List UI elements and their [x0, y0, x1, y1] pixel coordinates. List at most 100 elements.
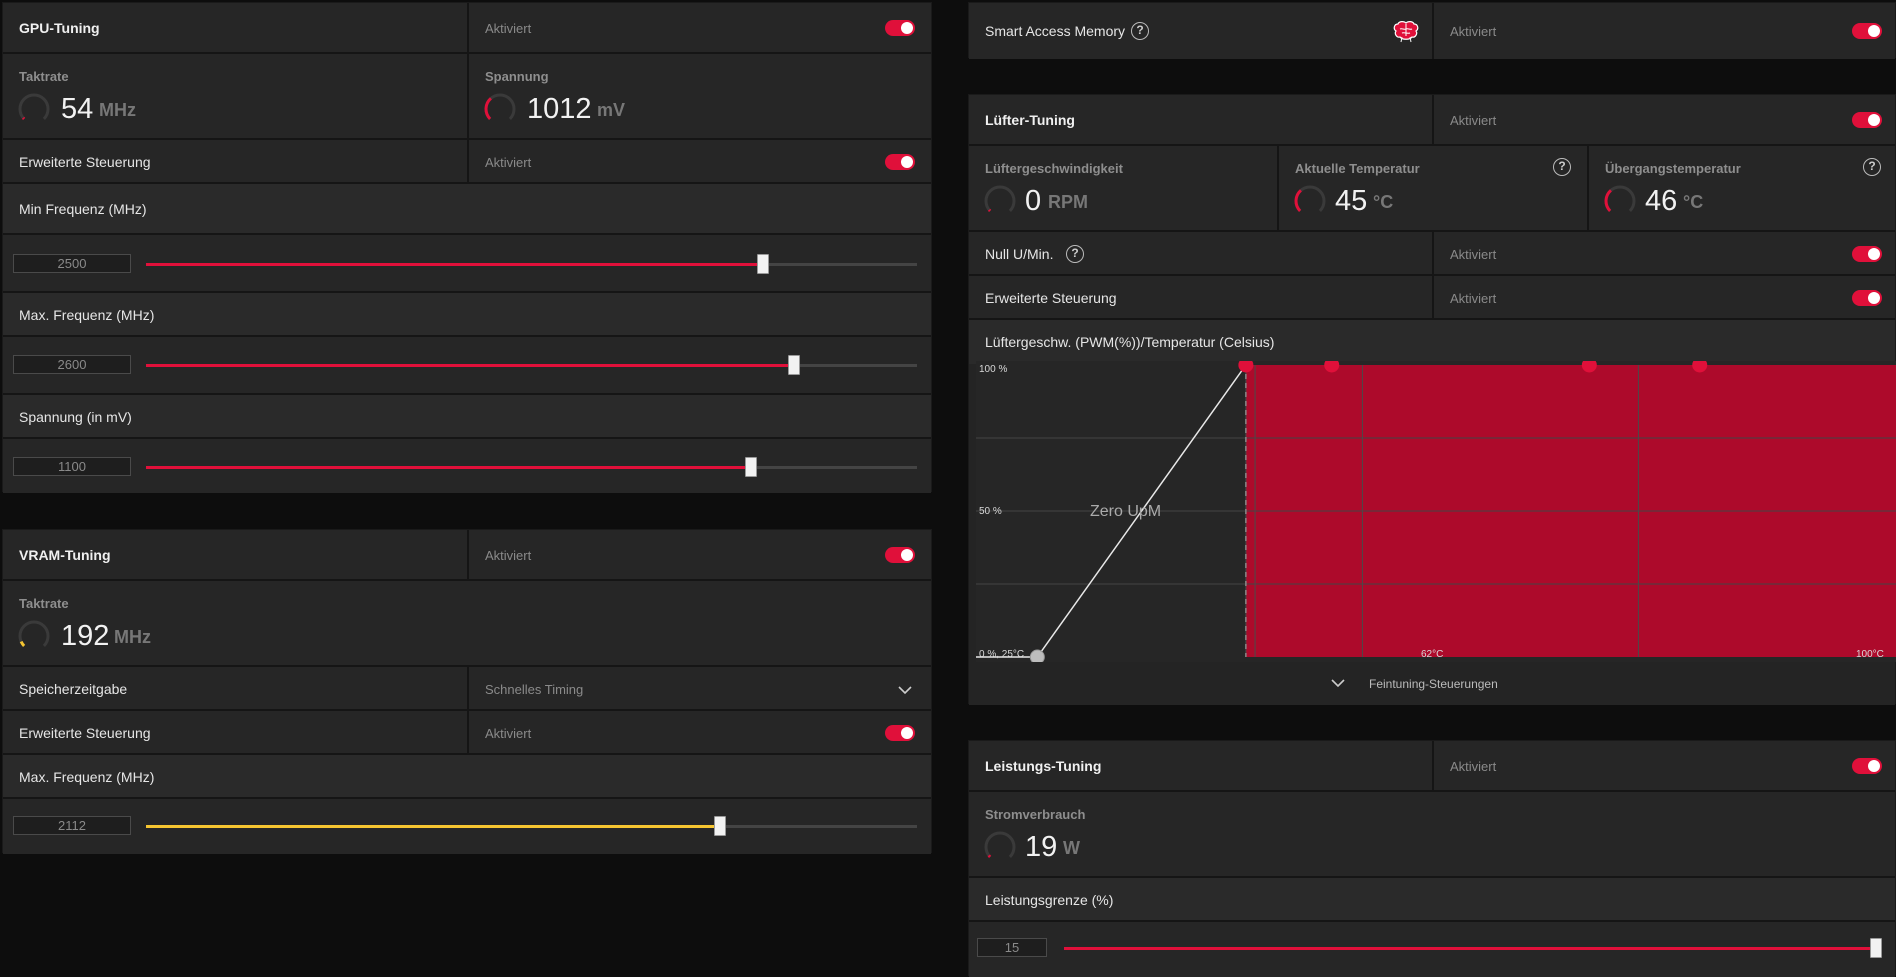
gpu-voltage-setting-thumb[interactable] [745, 457, 758, 477]
vram-timing-row: Speicherzeitgabe Schnelles Timing [3, 667, 931, 711]
power-limit-slider[interactable] [1064, 938, 1882, 958]
gpu-voltage-value: 1012 [527, 93, 592, 125]
fan-advanced-row: Erweiterte Steuerung Aktiviert [969, 276, 1895, 320]
power-tuning-toggle[interactable] [1852, 758, 1882, 774]
fan-curve-point[interactable] [1581, 361, 1597, 373]
x-tick-mid: 62°C [1421, 649, 1444, 660]
gpu-max-freq-thumb[interactable] [787, 355, 800, 375]
fine-tuning-label[interactable]: Feintuning-Steuerungen [1369, 677, 1498, 691]
fan-tuning-toggle[interactable] [1852, 112, 1882, 128]
vram-tuning-panel: VRAM-Tuning Aktiviert Taktrate 192 MHz S… [2, 529, 932, 854]
gauge-arc [984, 185, 1016, 212]
smart-access-memory-row: Smart Access Memory ? Aktiviert [969, 3, 1895, 59]
power-limit-thumb[interactable] [1870, 938, 1882, 958]
chevron-down-icon[interactable] [1331, 678, 1345, 688]
current-temp-gauge [1294, 185, 1326, 212]
fan-curve-point[interactable] [1238, 361, 1254, 373]
power-usage-unit: W [1063, 838, 1080, 858]
zero-rpm-toggle[interactable] [1852, 246, 1882, 262]
gauge-arc [18, 620, 50, 647]
vram-tuning-title: VRAM-Tuning [19, 547, 111, 563]
gpu-min-freq-slider-row: 2500 [3, 235, 931, 293]
fan-tuning-header: Lüfter-Tuning Aktiviert [969, 95, 1895, 146]
gpu-tuning-panel: GPU-Tuning Aktiviert Taktrate 54 MHz Spa… [2, 2, 932, 493]
gpu-voltage-setting-label-row: Spannung (in mV) [3, 395, 931, 439]
gauge-arc [987, 854, 992, 858]
vram-max-freq-label-row: Max. Frequenz (MHz) [3, 755, 931, 799]
vram-max-freq-slider[interactable] [146, 816, 917, 836]
current-temp-label: Aktuelle Temperatur [1295, 161, 1420, 176]
gpu-min-freq-label: Min Frequenz (MHz) [19, 201, 147, 217]
vram-advanced-status: Aktiviert [485, 726, 532, 741]
fan-tuning-panel: Lüfter-Tuning Aktiviert Lüftergeschwindi… [968, 94, 1896, 705]
vram-tuning-status: Aktiviert [485, 548, 532, 563]
fan-speed-value: 0 [1025, 185, 1042, 217]
fan-advanced-toggle[interactable] [1852, 290, 1882, 306]
power-tuning-panel: Leistungs-Tuning Aktiviert Stromverbrauc… [968, 740, 1896, 977]
vram-max-freq-input[interactable]: 2112 [13, 816, 131, 835]
fan-curve-point[interactable] [1324, 361, 1340, 373]
help-icon[interactable]: ? [1066, 245, 1084, 263]
gauge-arc [18, 93, 50, 120]
vram-clock-value: 192 [61, 620, 110, 652]
y-tick-50: 50 % [979, 506, 1002, 517]
gauge-arc [19, 640, 26, 647]
gpu-min-freq-slider[interactable] [146, 254, 917, 274]
smart-access-memory-toggle[interactable] [1852, 23, 1882, 39]
gpu-min-freq-input[interactable]: 2500 [13, 254, 131, 273]
gpu-tuning-title: GPU-Tuning [19, 20, 100, 36]
help-icon[interactable]: ? [1131, 22, 1149, 40]
gauge-arc [1294, 189, 1302, 212]
fan-curve-svg [976, 361, 1896, 662]
fan-curve-chart[interactable]: 100 % 50 % 0 %, 25°C 62°C 100°C Zero UpM [976, 361, 1896, 662]
zero-rpm-label: Null U/Min. [985, 246, 1054, 262]
vram-timing-label: Speicherzeitgabe [19, 681, 128, 697]
vram-metrics-row: Taktrate 192 MHz [3, 581, 931, 667]
current-temp-unit: °C [1373, 192, 1394, 212]
gpu-voltage-unit: mV [597, 100, 626, 120]
chevron-down-icon[interactable] [898, 685, 912, 695]
gpu-clock-unit: MHz [99, 100, 136, 120]
gauge-arc [984, 831, 1016, 858]
fan-advanced-status: Aktiviert [1450, 291, 1497, 306]
power-usage-value: 19 [1025, 831, 1058, 863]
x-tick-end: 100°C [1856, 649, 1884, 660]
vram-clock-gauge [18, 620, 50, 647]
gauge-arc [1604, 189, 1612, 212]
junction-temp-value: 46 [1645, 185, 1678, 217]
gpu-voltage-setting-slider[interactable] [146, 457, 917, 477]
vram-tuning-toggle[interactable] [885, 547, 915, 563]
power-limit-input[interactable]: 15 [977, 938, 1047, 957]
fan-tuning-title: Lüfter-Tuning [985, 112, 1075, 128]
vram-advanced-toggle[interactable] [885, 725, 915, 741]
vram-advanced-label: Erweiterte Steuerung [19, 725, 151, 741]
gpu-max-freq-slider[interactable] [146, 355, 917, 375]
fan-curve-title: Lüftergeschw. (PWM(%))/Temperatur (Celsi… [985, 334, 1275, 350]
power-limit-label-row: Leistungsgrenze (%) [969, 878, 1895, 922]
power-limit-slider-row: 15 [969, 922, 1895, 977]
gpu-max-freq-label: Max. Frequenz (MHz) [19, 307, 155, 323]
fan-curve-point[interactable] [1029, 649, 1045, 662]
gpu-voltage-setting-input[interactable]: 1100 [13, 457, 131, 476]
gpu-voltage-gauge [484, 93, 516, 120]
fan-curve-point[interactable] [1692, 361, 1708, 373]
vram-max-freq-label: Max. Frequenz (MHz) [19, 769, 155, 785]
gpu-voltage-setting-label: Spannung (in mV) [19, 409, 132, 425]
current-temp-value: 45 [1335, 185, 1368, 217]
vram-max-freq-slider-row: 2112 [3, 799, 931, 854]
gpu-tuning-toggle[interactable] [885, 20, 915, 36]
gpu-advanced-label: Erweiterte Steuerung [19, 154, 151, 170]
vram-timing-dropdown[interactable]: Schnelles Timing [485, 682, 584, 697]
gpu-max-freq-input[interactable]: 2600 [13, 355, 131, 374]
vram-max-freq-thumb[interactable] [714, 816, 727, 836]
y-tick-100: 100 % [979, 364, 1008, 375]
power-usage-gauge [984, 831, 1016, 858]
fine-tuning-row[interactable]: Feintuning-Steuerungen [969, 662, 1895, 705]
power-tuning-title: Leistungs-Tuning [985, 758, 1102, 774]
gpu-min-freq-thumb[interactable] [756, 254, 769, 274]
gpu-advanced-toggle[interactable] [885, 154, 915, 170]
fan-speed-gauge [984, 185, 1016, 212]
help-icon[interactable]: ? [1863, 158, 1881, 176]
zero-rpm-status: Aktiviert [1450, 247, 1497, 262]
help-icon[interactable]: ? [1553, 158, 1571, 176]
